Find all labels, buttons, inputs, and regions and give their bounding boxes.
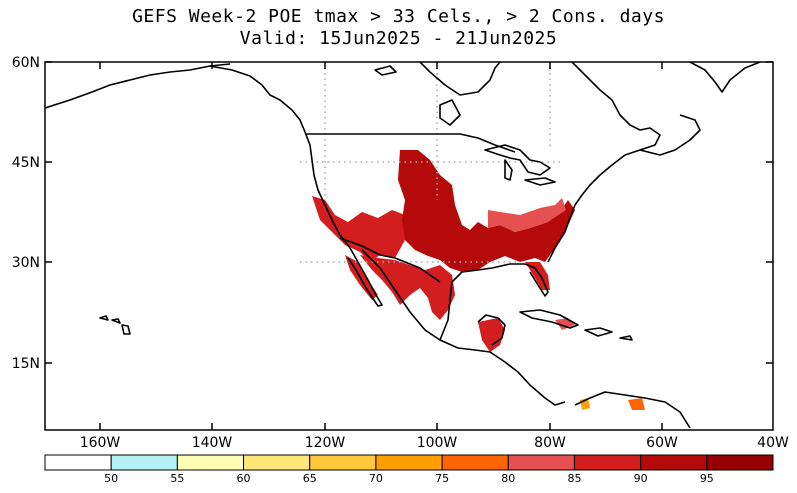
colorbar-swatch <box>110 454 178 471</box>
colorbar: 50 55 60 65 70 75 80 85 90 95 <box>44 454 774 485</box>
colorbar-swatch <box>706 454 774 471</box>
colorbar-swatch <box>44 454 112 471</box>
colorbar-label: 90 <box>634 472 648 485</box>
colorbar-swatch <box>441 454 509 471</box>
colorbar-swatch <box>375 454 443 471</box>
lat-label-45n: 45N <box>12 155 40 171</box>
colorbar-label: 50 <box>104 472 118 485</box>
probability-shading <box>312 150 645 410</box>
lon-ticks <box>99 62 663 430</box>
poe-region-southwest <box>312 196 405 262</box>
colorbar-swatch <box>176 454 245 471</box>
lat-label-60n: 60N <box>12 55 40 71</box>
lon-label-120w: 120W <box>305 435 346 451</box>
poe-region-plains <box>398 150 575 272</box>
colorbar-label: 85 <box>567 472 581 485</box>
colorbar-label: 65 <box>303 472 317 485</box>
map-title: GEFS Week-2 POE tmax > 33 Cels., > 2 Con… <box>132 6 665 27</box>
colorbar-label: 80 <box>501 472 515 485</box>
lon-label-80w: 80W <box>534 435 566 451</box>
colorbar-label: 60 <box>237 472 251 485</box>
poe-region-yucatan <box>478 318 505 352</box>
coastlines <box>45 62 761 429</box>
colorbar-swatch <box>573 454 642 471</box>
colorbar-label: 75 <box>435 472 449 485</box>
colorbar-swatch <box>507 454 575 471</box>
lon-label-100w: 100W <box>417 435 458 451</box>
poe-region-plains-edge <box>488 198 566 232</box>
lon-label-40w: 40W <box>757 435 789 451</box>
colorbar-swatch <box>640 454 708 471</box>
poe-region-venezuela <box>628 398 645 410</box>
colorbar-label: 55 <box>170 472 184 485</box>
map-subtitle-valid-dates: Valid: 15Jun2025 - 21Jun2025 <box>239 28 558 49</box>
colorbar-swatch <box>309 454 377 471</box>
lon-label-60w: 60W <box>646 435 678 451</box>
colorbar-swatch <box>243 454 311 471</box>
colorbar-label: 95 <box>700 472 714 485</box>
poe-region-mexico <box>360 255 455 320</box>
lat-label-15n: 15N <box>12 356 40 372</box>
map-frame <box>44 61 774 431</box>
lon-label-140w: 140W <box>192 435 233 451</box>
graticule <box>300 62 560 263</box>
lat-ticks <box>45 61 773 364</box>
lat-label-30n: 30N <box>12 255 40 271</box>
lon-label-160w: 160W <box>80 435 121 451</box>
colorbar-label: 70 <box>369 472 383 485</box>
